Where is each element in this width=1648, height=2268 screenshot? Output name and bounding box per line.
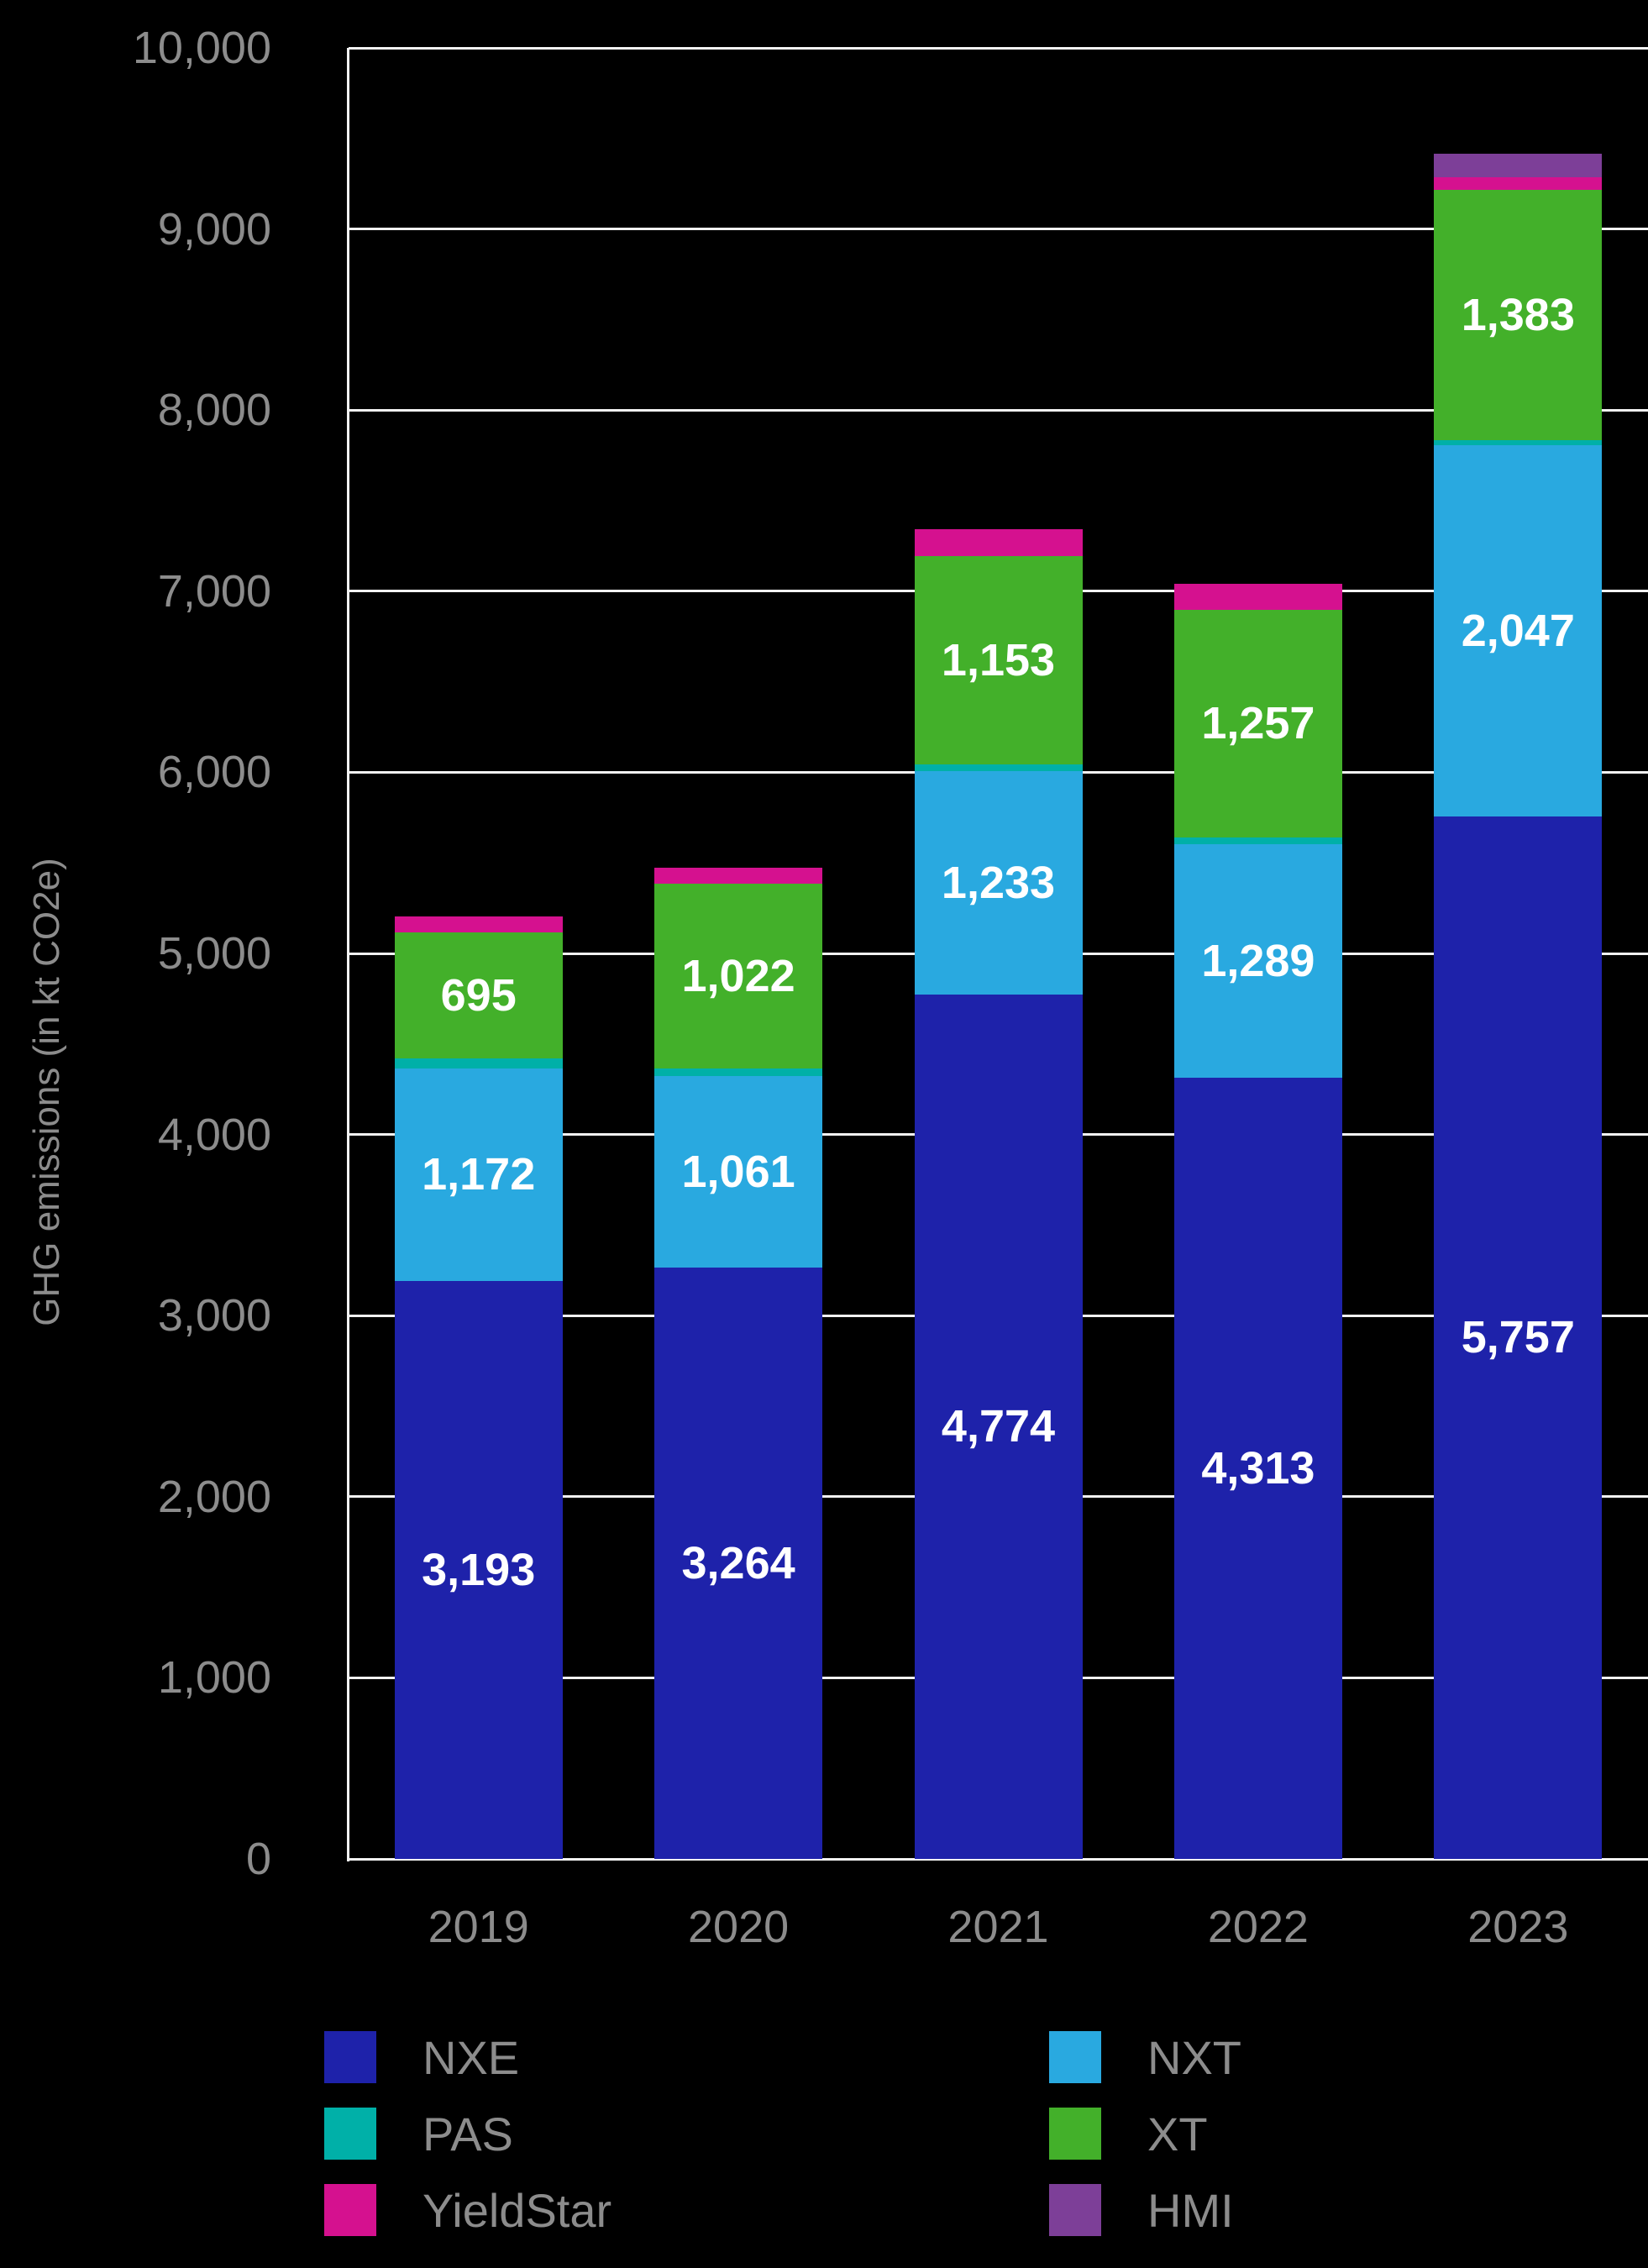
- legend-column-left: NXE PAS YieldStar: [324, 2030, 612, 2237]
- legend-column-right: NXT XT HMI: [1049, 2030, 1241, 2237]
- segment-nxe-2019: 3,193: [394, 1280, 563, 1859]
- segment-pas-2022: [1173, 837, 1342, 845]
- y-tick-label: 3,000: [157, 1290, 271, 1341]
- segment-value-label: 3,193: [422, 1544, 536, 1595]
- segment-nxt-2021: 1,233: [914, 770, 1083, 995]
- segment-nxt-2022: 1,289: [1173, 844, 1342, 1079]
- legend-swatch-nxt: [1049, 2031, 1101, 2083]
- segment-xt-2022: 1,257: [1173, 609, 1342, 837]
- legend-swatch-yieldstar: [324, 2184, 376, 2236]
- y-tick-label: 9,000: [157, 203, 271, 255]
- segment-value-label: 1,289: [1201, 936, 1315, 987]
- segment-value-label: 1,257: [1201, 698, 1315, 749]
- legend-item-hmi: HMI: [1049, 2183, 1241, 2237]
- gridline-9,000: [349, 228, 1648, 231]
- y-tick-label: 8,000: [157, 385, 271, 436]
- segment-nxt-2020: 1,061: [654, 1075, 823, 1268]
- segment-xt-2019: 695: [394, 932, 563, 1059]
- legend-label-xt: XT: [1147, 2107, 1208, 2160]
- segment-pas-2020: [654, 1068, 823, 1076]
- x-tick-label-2023: 2023: [1467, 1902, 1569, 1952]
- x-tick-label-2021: 2021: [947, 1902, 1049, 1952]
- legend-item-yieldstar: YieldStar: [324, 2183, 612, 2237]
- y-tick-label: 5,000: [157, 928, 271, 979]
- y-tick-label: 7,000: [157, 565, 271, 617]
- y-tick-label: 2,000: [157, 1471, 271, 1522]
- segment-value-label: 3,264: [681, 1538, 795, 1589]
- segment-value-label: 5,757: [1461, 1312, 1575, 1363]
- segment-nxt-2023: 2,047: [1434, 445, 1603, 816]
- x-tick-label-2019: 2019: [428, 1902, 529, 1952]
- segment-nxe-2021: 4,774: [914, 994, 1083, 1859]
- segment-value-label: 1,153: [941, 635, 1056, 686]
- legend-item-xt: XT: [1049, 2108, 1241, 2160]
- legend-item-nxe: NXE: [324, 2030, 611, 2084]
- legend-label-nxe: NXE: [422, 2030, 520, 2084]
- segment-value-label: 695: [440, 970, 517, 1021]
- gridline-0: [349, 1857, 1648, 1861]
- y-tick-label: 1,000: [157, 1652, 271, 1704]
- segment-nxe-2023: 5,757: [1434, 816, 1603, 1859]
- segment-xt-2020: 1,022: [654, 883, 823, 1068]
- legend-item-nxt: NXT: [1049, 2030, 1241, 2084]
- segment-value-label: 1,022: [681, 950, 795, 1001]
- segment-yieldstar-2019: [394, 916, 563, 933]
- segment-xt-2021: 1,153: [914, 555, 1083, 765]
- segment-nxt-2019: 1,172: [394, 1068, 563, 1281]
- segment-nxe-2022: 4,313: [1173, 1078, 1342, 1859]
- segment-yieldstar-2021: [914, 529, 1083, 556]
- legend-label-yieldstar: YieldStar: [422, 2183, 612, 2237]
- legend-item-pas: PAS: [324, 2108, 611, 2160]
- segment-value-label: 4,313: [1201, 1443, 1315, 1494]
- y-tick-label: 4,000: [157, 1109, 271, 1160]
- segment-value-label: 1,061: [681, 1146, 795, 1197]
- segment-hmi-2023: [1434, 153, 1603, 177]
- legend-label-hmi: HMI: [1147, 2183, 1234, 2237]
- gridline-8,000: [349, 408, 1648, 412]
- segment-pas-2019: [394, 1058, 563, 1068]
- x-tick-label-2020: 2020: [688, 1902, 790, 1952]
- y-axis-line: [347, 48, 349, 1861]
- x-tick-label-2022: 2022: [1207, 1902, 1309, 1952]
- segment-value-label: 1,383: [1461, 289, 1575, 340]
- segment-value-label: 4,774: [941, 1401, 1056, 1452]
- segment-yieldstar-2020: [654, 868, 823, 884]
- legend-label-nxt: NXT: [1147, 2030, 1241, 2084]
- segment-value-label: 1,172: [422, 1149, 536, 1200]
- segment-yieldstar-2022: [1173, 584, 1342, 610]
- segment-pas-2023: [1434, 439, 1603, 446]
- legend-label-pas: PAS: [422, 2107, 513, 2160]
- y-tick-label: 6,000: [157, 747, 271, 798]
- legend-swatch-nxe: [324, 2031, 376, 2083]
- segment-yieldstar-2023: [1434, 176, 1603, 190]
- y-tick-label: 0: [245, 1834, 271, 1884]
- gridline-10,000: [349, 46, 1648, 50]
- segment-value-label: 2,047: [1461, 606, 1575, 657]
- y-tick-label: 10,000: [132, 23, 271, 73]
- segment-xt-2023: 1,383: [1434, 189, 1603, 440]
- segment-nxe-2020: 3,264: [654, 1268, 823, 1859]
- legend-swatch-pas: [324, 2108, 376, 2160]
- segment-pas-2021: [914, 764, 1083, 771]
- segment-value-label: 1,233: [941, 857, 1056, 908]
- legend-swatch-hmi: [1049, 2184, 1101, 2236]
- legend-swatch-xt: [1049, 2108, 1101, 2160]
